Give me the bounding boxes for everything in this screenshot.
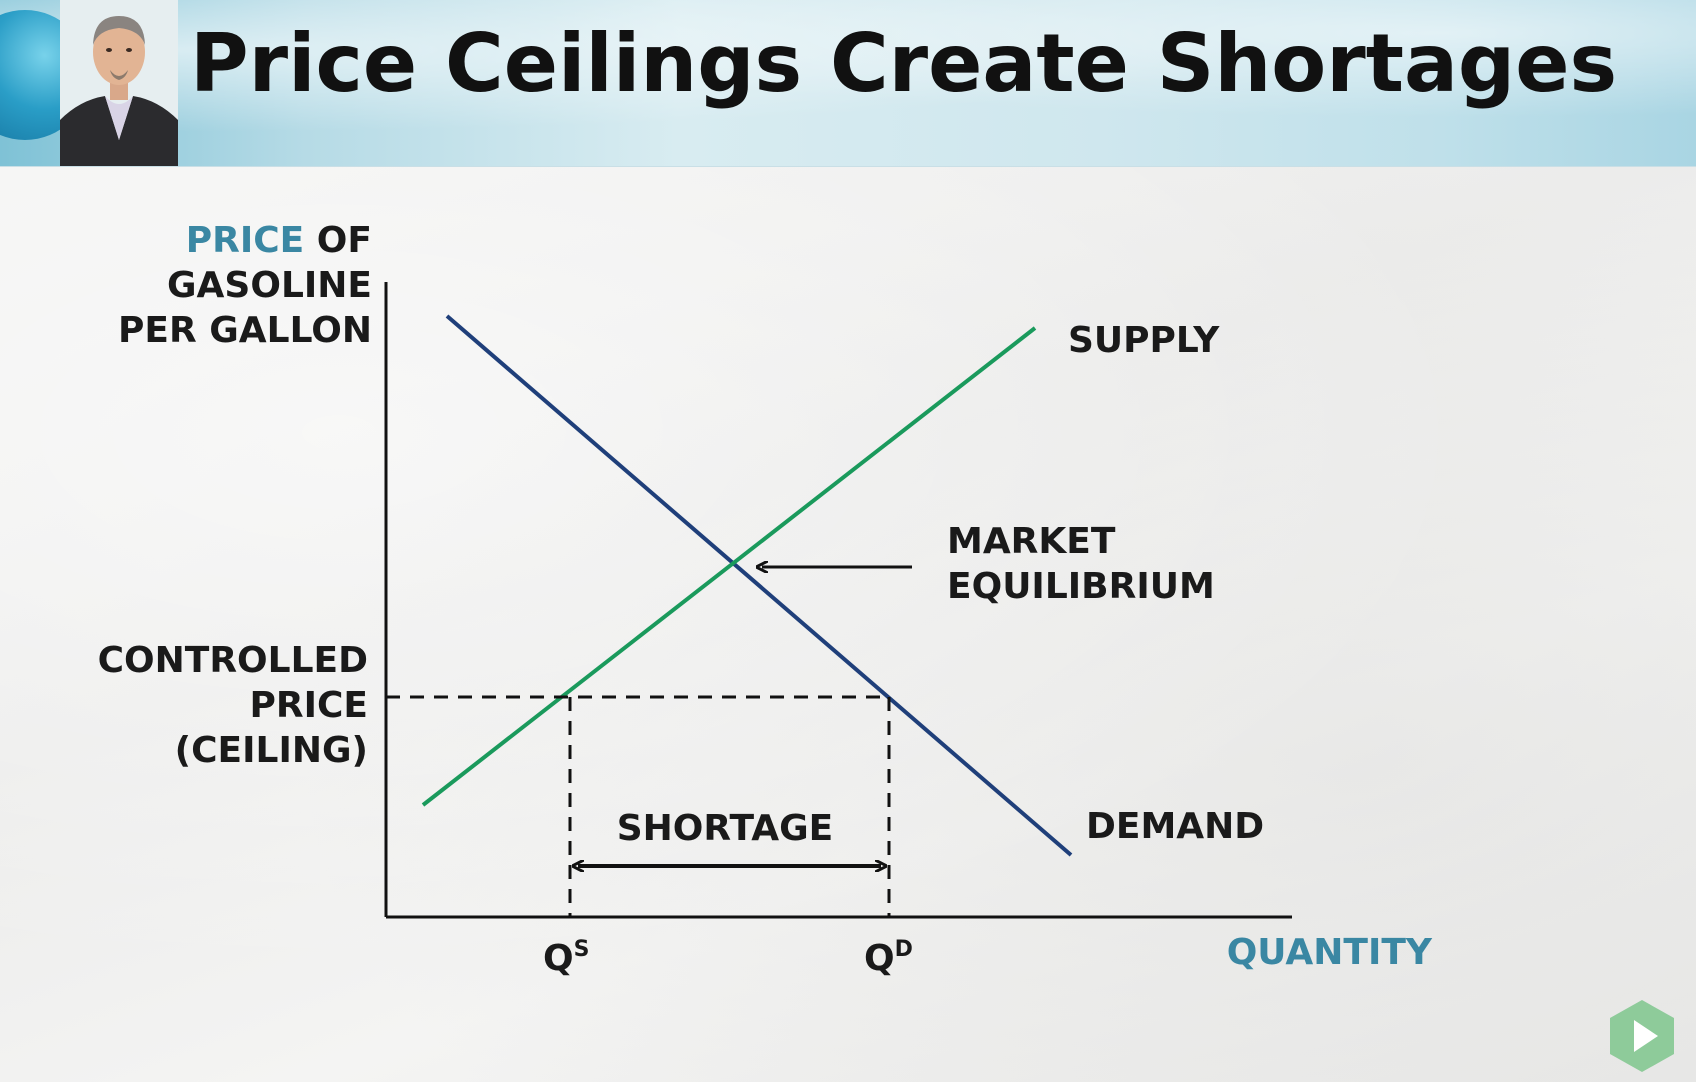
y-axis-label-line3: PER GALLON: [118, 310, 372, 351]
supply-curve: [421, 326, 1037, 807]
presenter-portrait: [60, 0, 178, 166]
play-icon-shape: [1610, 1000, 1674, 1072]
ceiling-label-line2: PRICE: [249, 685, 368, 726]
qs-label: QS: [543, 937, 589, 979]
y-axis-label-line1: PRICE OF: [186, 220, 372, 261]
demand-curve: [445, 314, 1073, 857]
supply-label: SUPPLY: [1068, 320, 1220, 361]
page-title: Price Ceilings Create Shortages: [190, 17, 1618, 110]
ceiling-label-line1: CONTROLLED: [98, 640, 368, 681]
play-icon[interactable]: [1608, 998, 1676, 1074]
ceiling-label-line3: (CEILING): [175, 730, 368, 771]
equilibrium-label-line2: EQUILIBRIUM: [947, 566, 1215, 607]
shortage-label: SHORTAGE: [617, 808, 834, 849]
equilibrium-label-line1: MARKET: [947, 521, 1116, 562]
header-banner: Price Ceilings Create Shortages: [0, 0, 1696, 167]
demand-label: DEMAND: [1086, 806, 1264, 847]
x-axis-label: QUANTITY: [1227, 932, 1433, 973]
y-axis-label-line2: GASOLINE: [167, 265, 372, 306]
presenter-avatar: [60, 0, 178, 166]
qd-label: QD: [864, 937, 913, 979]
